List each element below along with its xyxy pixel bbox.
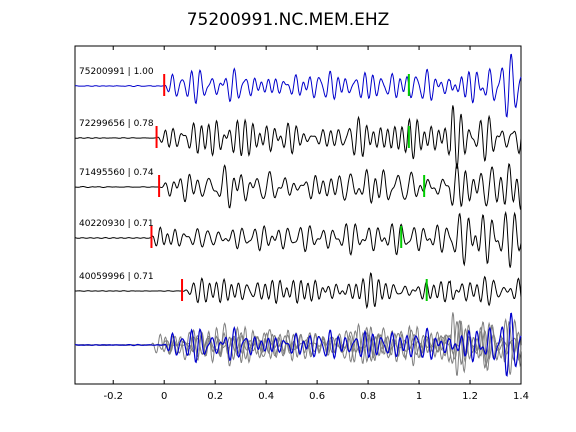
plot-frame [74,45,522,385]
trace-label: 71495560 | 0.74 [79,168,154,178]
chart-title: 75200991.NC.MEM.EHZ [187,10,390,30]
trace-waveform [75,53,522,118]
trace-label: 40220930 | 0.71 [79,219,154,229]
x-tick-label: 1.4 [513,391,529,402]
x-axis: -0.2 0 0.2 0.4 0.6 0.8 1 1.2 1.4 [103,46,529,402]
trace-label: 40059996 | 0.71 [79,272,154,282]
trace-label: 75200991 | 1.00 [79,67,154,77]
trace-waveform [75,210,522,268]
x-tick-label: 0.4 [258,391,274,402]
x-tick-label: -0.2 [103,391,123,402]
traces-group: 75200991 | 1.00 72299656 | 0.78 71495560 |… [74,53,522,310]
x-tick-label: 1.2 [462,391,478,402]
trace-waveform [74,163,522,210]
x-tick-label: 0.2 [207,391,223,402]
trace-waveform [74,272,522,310]
trace-label: 72299656 | 0.78 [79,119,154,129]
trace-waveform [74,105,522,169]
x-tick-label: 0.6 [309,391,325,402]
x-tick-label: 0 [161,391,167,402]
x-tick-label: 1 [416,391,422,402]
x-tick-label: 0.8 [360,391,376,402]
overlay-stack [74,312,522,377]
stack-reference-waveform [75,312,522,377]
